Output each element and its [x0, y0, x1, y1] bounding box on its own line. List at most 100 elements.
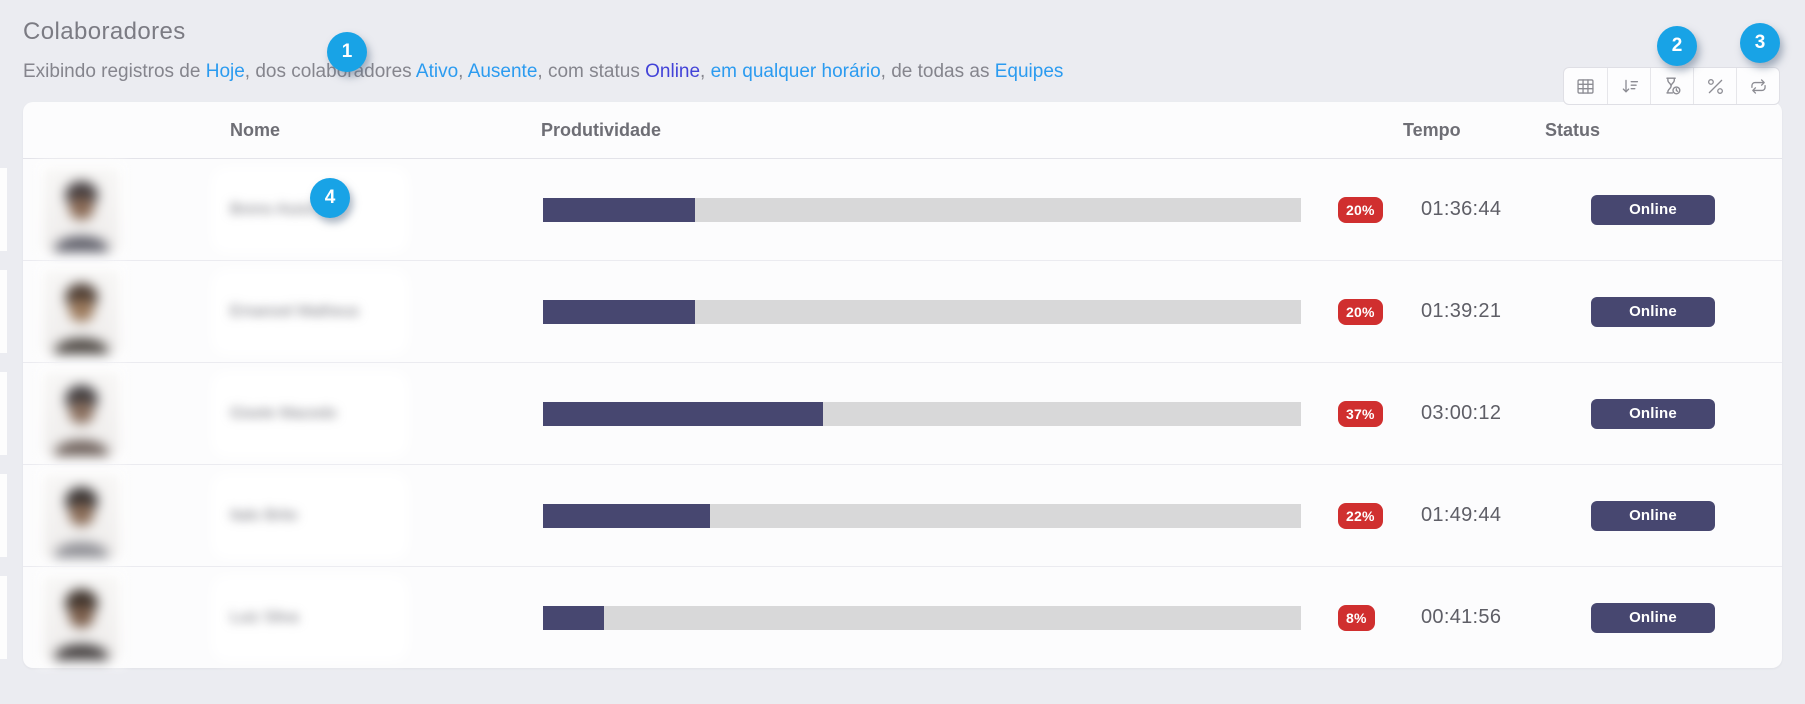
- avatar-cell: [23, 575, 207, 660]
- productivity-bar-track: [543, 299, 1301, 324]
- status-cell: Online: [1591, 602, 1782, 633]
- avatar: [43, 269, 120, 354]
- avatar-blur-box: [43, 473, 120, 558]
- productivity-bar-fill: [543, 605, 604, 630]
- name-blur-box: Breno Assis: [220, 175, 400, 244]
- status-button[interactable]: Online: [1591, 602, 1715, 633]
- productivity-cell: [520, 197, 1315, 222]
- table-header-row: Nome Produtividade Tempo Status: [23, 102, 1782, 159]
- productivity-percent-badge: 20%: [1338, 298, 1383, 325]
- sort-descending-icon[interactable]: [1607, 68, 1650, 104]
- filters-summary: Exibindo registros de Hoje, dos colabora…: [23, 61, 1782, 83]
- productivity-cell: [520, 605, 1315, 630]
- column-header-tempo: Tempo: [1403, 119, 1461, 140]
- filter-equipes[interactable]: Equipes: [994, 61, 1064, 82]
- avatar-blur-box: [43, 269, 120, 354]
- table-body: Breno Assis 20% 01:36:44 Online Emanoel …: [0, 159, 1782, 668]
- time-cell: 01:49:44: [1421, 504, 1591, 527]
- filters-summary-text: ,: [458, 61, 468, 82]
- time-value: 01:39:21: [1421, 300, 1502, 322]
- filters-summary-text: , dos colaboradores: [244, 61, 416, 82]
- productivity-percent-badge: 20%: [1338, 196, 1383, 223]
- avatar-cell: [23, 269, 207, 354]
- filter-ausente[interactable]: Ausente: [467, 61, 538, 82]
- name-blur-box: Gisele Macedo: [220, 379, 400, 448]
- percent-cell: 8%: [1315, 604, 1421, 631]
- filters-summary-text: , com status: [537, 61, 646, 82]
- percent-cell: 37%: [1315, 400, 1421, 427]
- filter-status-online[interactable]: Online: [645, 61, 701, 82]
- name-cell: Breno Assis: [207, 175, 520, 244]
- time-cell: 01:36:44: [1421, 198, 1591, 221]
- status-button[interactable]: Online: [1591, 500, 1715, 531]
- productivity-percent-badge: 37%: [1338, 400, 1383, 427]
- collaborator-name: Breno Assis: [230, 200, 315, 218]
- collaborator-name: Emanoel Matheus: [230, 302, 359, 320]
- collaborator-name: Gisele Macedo: [230, 404, 337, 422]
- time-value: 01:49:44: [1421, 504, 1502, 526]
- time-value: 00:41:56: [1421, 606, 1502, 628]
- avatar: [43, 167, 120, 252]
- collaborators-table: Nome Produtividade Tempo Status Breno As…: [0, 102, 1782, 668]
- avatar-blur-box: [43, 167, 120, 252]
- productivity-cell: [520, 299, 1315, 324]
- avatar: [43, 575, 120, 660]
- column-header-status: Status: [1545, 119, 1601, 140]
- percent-cell: 22%: [1315, 502, 1421, 529]
- table-row: Emanoel Matheus 20% 01:39:21 Online: [0, 260, 1782, 362]
- column-header-nome: Nome: [230, 119, 281, 140]
- filter-periodo-hoje[interactable]: Hoje: [205, 61, 245, 82]
- status-cell: Online: [1591, 398, 1782, 429]
- column-header-produtividade: Produtividade: [541, 119, 662, 140]
- status-cell: Online: [1591, 500, 1782, 531]
- filters-summary-text: ,: [700, 61, 711, 82]
- collaborator-name: Italo Brito: [230, 506, 298, 524]
- productivity-cell: [520, 503, 1315, 528]
- productivity-bar-track: [543, 503, 1301, 528]
- percent-cell: 20%: [1315, 298, 1421, 325]
- time-cell: 01:39:21: [1421, 300, 1591, 323]
- table-grid-icon[interactable]: [1564, 68, 1607, 104]
- page-title: Colaboradores: [23, 18, 186, 45]
- name-cell: Luiz Silva: [207, 583, 520, 652]
- productivity-percent-badge: 22%: [1338, 502, 1383, 529]
- status-cell: Online: [1591, 194, 1782, 225]
- name-cell: Italo Brito: [207, 481, 520, 550]
- table-row: Breno Assis 20% 01:36:44 Online: [0, 159, 1782, 260]
- filters-summary-text: Exibindo registros de: [23, 61, 206, 82]
- productivity-bar-track: [543, 197, 1301, 222]
- percent-icon[interactable]: [1693, 68, 1736, 104]
- filters-summary-text: , de todas as: [880, 61, 995, 82]
- productivity-bar-fill: [543, 197, 695, 222]
- avatar-blur-box: [43, 371, 120, 456]
- name-blur-box: Italo Brito: [220, 481, 400, 550]
- time-cell: 03:00:12: [1421, 402, 1591, 425]
- status-button[interactable]: Online: [1591, 194, 1715, 225]
- productivity-bar-fill: [543, 401, 824, 426]
- productivity-bar-fill: [543, 503, 710, 528]
- status-button[interactable]: Online: [1591, 398, 1715, 429]
- name-cell: Gisele Macedo: [207, 379, 520, 448]
- time-cell: 00:41:56: [1421, 606, 1591, 629]
- name-cell: Emanoel Matheus: [207, 277, 520, 346]
- refresh-icon[interactable]: [1736, 68, 1779, 104]
- filter-horario[interactable]: em qualquer horário: [710, 61, 881, 82]
- table-row: Italo Brito 22% 01:49:44 Online: [0, 464, 1782, 566]
- collaborator-name: Luiz Silva: [230, 608, 299, 626]
- time-value: 03:00:12: [1421, 402, 1502, 424]
- avatar-blur-box: [43, 575, 120, 660]
- hourglass-clock-icon[interactable]: [1650, 68, 1693, 104]
- productivity-percent-badge: 8%: [1338, 604, 1375, 631]
- avatar: [43, 473, 120, 558]
- avatar-cell: [23, 371, 207, 456]
- productivity-cell: [520, 401, 1315, 426]
- productivity-bar-fill: [543, 299, 695, 324]
- name-blur-box: Emanoel Matheus: [220, 277, 400, 346]
- avatar-cell: [23, 473, 207, 558]
- status-button[interactable]: Online: [1591, 296, 1715, 327]
- table-toolbar: [1563, 67, 1780, 105]
- avatar-cell: [23, 167, 207, 252]
- filter-ativo[interactable]: Ativo: [415, 61, 459, 82]
- status-cell: Online: [1591, 296, 1782, 327]
